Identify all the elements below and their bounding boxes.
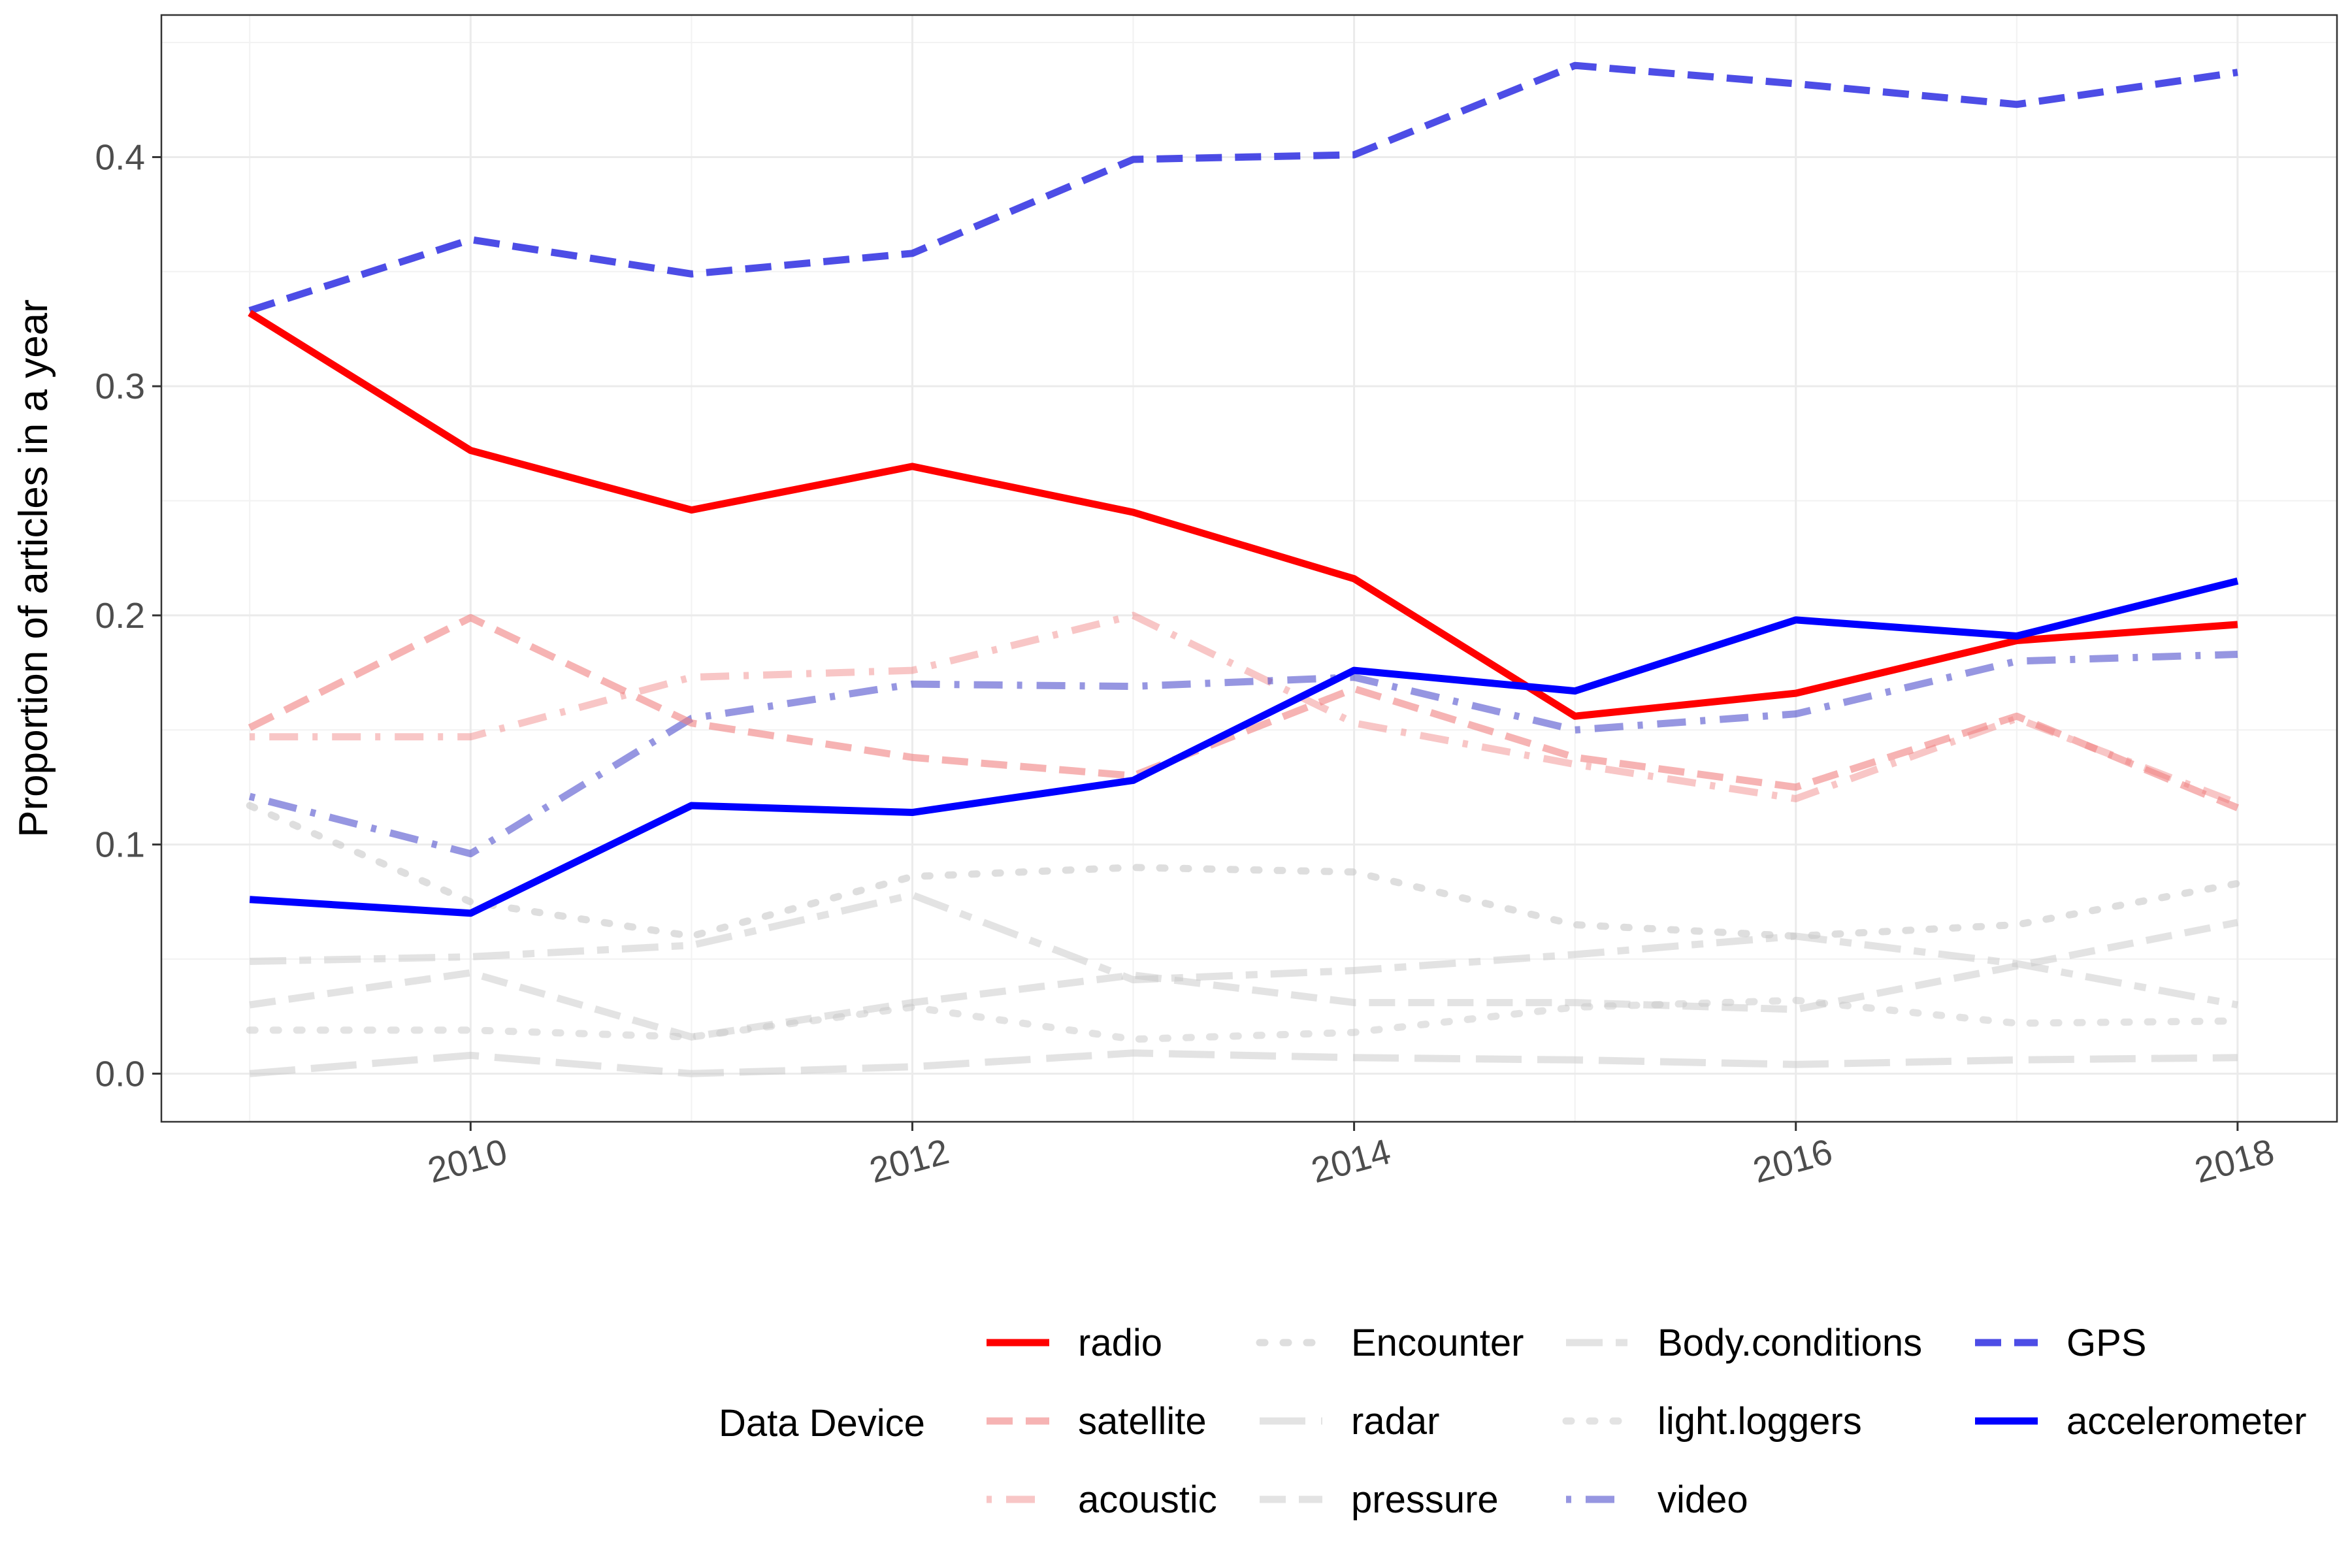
series-line-radar xyxy=(249,1049,2238,1077)
series-line-satellite xyxy=(248,613,2240,811)
legend-label: acoustic xyxy=(1078,1478,1217,1521)
legend-title: Data Device xyxy=(719,1402,925,1445)
y-axis: 0.0 0.1 0.2 0.3 0.4 xyxy=(95,137,161,1094)
legend-label: light.loggers xyxy=(1658,1400,1862,1443)
y-axis-title: Proportion of articles in a year xyxy=(11,299,56,838)
plot-panel-border xyxy=(160,14,2338,1123)
series-line-radio xyxy=(248,310,2238,720)
y-tick-label: 0.1 xyxy=(95,825,145,865)
legend-label: radar xyxy=(1351,1400,1439,1443)
series-line-pressure xyxy=(249,919,2238,1041)
legend-label: Body.conditions xyxy=(1658,1322,1922,1364)
series-line-acoustic xyxy=(250,612,2239,807)
y-tick-label: 0.0 xyxy=(95,1053,145,1094)
series-layer xyxy=(246,61,2242,1077)
series-line-body-conditions xyxy=(250,891,2238,1009)
legend-label: video xyxy=(1658,1478,1748,1521)
y-tick-label: 0.3 xyxy=(95,366,145,406)
y-tick-label: 0.2 xyxy=(95,595,145,636)
y-tick-label: 0.4 xyxy=(95,137,145,177)
legend-label: GPS xyxy=(2066,1322,2147,1364)
legend-label: satellite xyxy=(1078,1400,1207,1443)
series-line-light-loggers xyxy=(246,996,2242,1043)
legend-label: radio xyxy=(1078,1322,1162,1364)
series-line-accelerometer xyxy=(249,577,2239,917)
series-line-video xyxy=(248,651,2238,858)
legend-label: Encounter xyxy=(1351,1322,1524,1364)
legend-label: accelerometer xyxy=(2066,1400,2306,1443)
series-line-encounter xyxy=(246,802,2242,940)
legend-label: pressure xyxy=(1351,1478,1499,1521)
series-line-gps xyxy=(248,61,2238,314)
legend: Data Device radio satellite acoustic Encoun… xyxy=(719,1322,2306,1521)
